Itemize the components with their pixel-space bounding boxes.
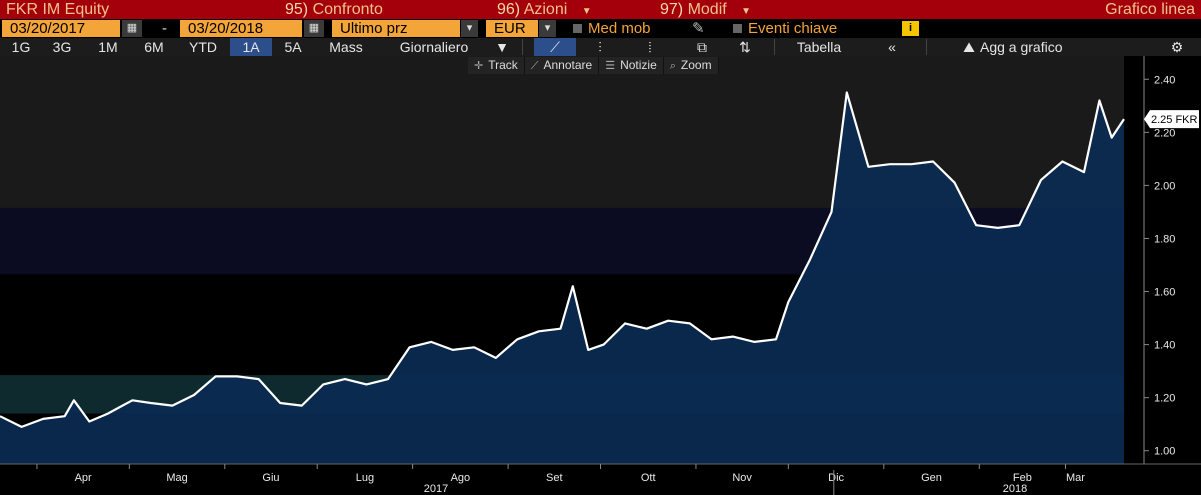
y-axis: 1.00 1.20 1.40 1.60 1.80 2.00 2.20 2.40 <box>1143 56 1175 464</box>
security-ticker[interactable]: FKR IM Equity <box>6 1 110 18</box>
x-axis-background <box>0 464 1201 495</box>
line-chart-icon[interactable]: ⟋ <box>534 38 576 56</box>
key-events-checkbox[interactable] <box>733 24 742 33</box>
x-tick-label: Dic <box>828 472 844 484</box>
actions-menu[interactable]: 96) Azioni ▼ <box>497 0 592 19</box>
x-tick-label: Feb <box>1013 472 1032 484</box>
x-tick-label: Gen <box>921 472 942 484</box>
gear-icon[interactable]: ⚙ <box>1170 39 1184 55</box>
chevron-down-icon: ▼ <box>581 6 592 17</box>
price-chart[interactable]: 1.00 1.20 1.40 1.60 1.80 2.00 2.20 2.40 Apr Mag G… <box>0 56 1201 495</box>
period-max[interactable]: Mass <box>329 39 363 55</box>
separator <box>926 39 927 55</box>
modify-number: 97) <box>660 1 684 18</box>
line-draw-icon: ⟋ <box>530 60 539 72</box>
y-tick-label: 2.40 <box>1154 74 1175 86</box>
calendar-icon[interactable]: ▦ <box>122 20 142 37</box>
y-tick-label: 2.00 <box>1154 180 1175 192</box>
add-chart-icon: ⛰ <box>963 39 975 55</box>
date-separator: - <box>162 20 167 37</box>
x-tick-label: Mag <box>166 472 187 484</box>
track-label: Track <box>488 58 518 72</box>
high-low-icon[interactable]: ⇅ <box>739 39 751 55</box>
news-label: Notizie <box>620 58 657 72</box>
chevron-down-icon[interactable]: ▾ <box>539 20 556 37</box>
bar-chart-icon[interactable]: ⧉ <box>697 39 707 55</box>
period-1m[interactable]: 1M <box>98 39 118 55</box>
period-bar: 1G 3G 1M 6M YTD 1A 5A Mass Giornaliero ▼… <box>0 38 1201 56</box>
frequency-select[interactable]: Giornaliero <box>399 39 469 55</box>
track-button[interactable]: ✛ Track <box>468 57 525 74</box>
separator <box>774 39 775 55</box>
last-price-label: 2.25 FKR <box>1144 110 1199 129</box>
zoom-label: Zoom <box>680 58 712 72</box>
actions-number: 96) <box>497 1 521 18</box>
news-button[interactable]: ☰ Notizie <box>599 57 664 74</box>
separator <box>522 39 523 55</box>
candlestick-icon[interactable]: ⦙ <box>648 39 652 55</box>
price-line <box>0 91 1125 428</box>
period-1a[interactable]: 1A <box>230 38 272 56</box>
chevron-down-icon[interactable]: ▼ <box>495 39 509 55</box>
start-date-field[interactable]: 03/20/2017 <box>2 20 120 37</box>
x-year-label: 2017 <box>424 483 448 495</box>
period-5a[interactable]: 5A <box>284 39 302 55</box>
chevron-down-icon[interactable]: ▾ <box>461 20 478 37</box>
chart-type-title: Grafico linea <box>1105 1 1195 18</box>
price-field-select[interactable]: Ultimo prz <box>332 20 460 37</box>
compare-number: 95) <box>285 1 309 18</box>
x-year-label: 2018 <box>1003 483 1027 495</box>
x-tick-label: Apr <box>75 472 92 484</box>
y-tick-label: 1.00 <box>1154 446 1175 458</box>
chevron-down-icon: ▼ <box>741 6 752 17</box>
top-bar: FKR IM Equity 95) Confronto 96) Azioni ▼… <box>0 0 1201 19</box>
crosshair-icon: ✛ <box>474 60 484 72</box>
x-tick-label: Nov <box>732 472 752 484</box>
x-tick-label: Lug <box>356 472 374 484</box>
compare-label: Confronto <box>312 1 383 18</box>
collapse-button[interactable]: « <box>888 39 896 55</box>
moving-average-checkbox[interactable] <box>573 24 582 33</box>
moving-average-label: Med mob <box>588 20 651 37</box>
last-price-text: 2.25 FKR <box>1151 114 1198 126</box>
compare-menu[interactable]: 95) Confronto <box>285 0 383 19</box>
annotate-label: Annotare <box>543 58 593 72</box>
x-tick-label: Ago <box>451 472 471 484</box>
table-button[interactable]: Tabella <box>796 39 842 55</box>
y-tick-label: 1.20 <box>1154 393 1175 405</box>
modify-menu[interactable]: 97) Modif ▼ <box>660 0 751 19</box>
y-tick-label: 1.80 <box>1154 233 1175 245</box>
price-area <box>0 92 1124 464</box>
x-tick-label: Mar <box>1066 472 1085 484</box>
period-ytd[interactable]: YTD <box>189 39 217 55</box>
period-1g[interactable]: 1G <box>11 39 31 55</box>
calendar-icon[interactable]: ▦ <box>304 20 324 37</box>
pencil-icon[interactable]: ✎ <box>692 20 705 37</box>
period-6m[interactable]: 6M <box>144 39 164 55</box>
currency-select[interactable]: EUR <box>486 20 538 37</box>
ohlc-bars-icon[interactable]: ⫶ <box>598 39 602 55</box>
y-tick-label: 1.40 <box>1154 340 1175 352</box>
news-icon: ☰ <box>605 60 616 72</box>
x-tick-label: Set <box>546 472 563 484</box>
x-axis: Apr Mag Giu Lug Ago Set Ott Nov Dic Gen Feb Mar 2017… <box>0 463 1201 495</box>
y-tick-label: 2.20 <box>1154 127 1175 139</box>
info-icon[interactable]: i <box>902 21 919 36</box>
zoom-button[interactable]: ⌕ Zoom <box>664 57 719 74</box>
y-tick-label: 1.60 <box>1154 287 1175 299</box>
controls-bar: 03/20/2017 ▦ - 03/20/2018 ▦ Ultimo prz ▾… <box>0 19 1201 38</box>
chart-tools: ✛ Track ⟋ Annotare ☰ Notizie ⌕ Zoom <box>468 57 719 74</box>
last-price-tag <box>1144 110 1199 129</box>
key-events-label: Eventi chiave <box>748 20 838 37</box>
magnifier-icon: ⌕ <box>669 60 676 72</box>
end-date-field[interactable]: 03/20/2018 <box>180 20 302 37</box>
annotate-button[interactable]: ⟋ Annotare <box>525 57 600 74</box>
x-tick-label: Giu <box>262 472 279 484</box>
x-tick-label: Ott <box>641 472 656 484</box>
modify-label: Modif <box>687 1 727 18</box>
actions-label: Azioni <box>523 1 568 18</box>
period-3g[interactable]: 3G <box>52 39 72 55</box>
add-to-chart-button[interactable]: Agg a grafico <box>980 39 1063 55</box>
